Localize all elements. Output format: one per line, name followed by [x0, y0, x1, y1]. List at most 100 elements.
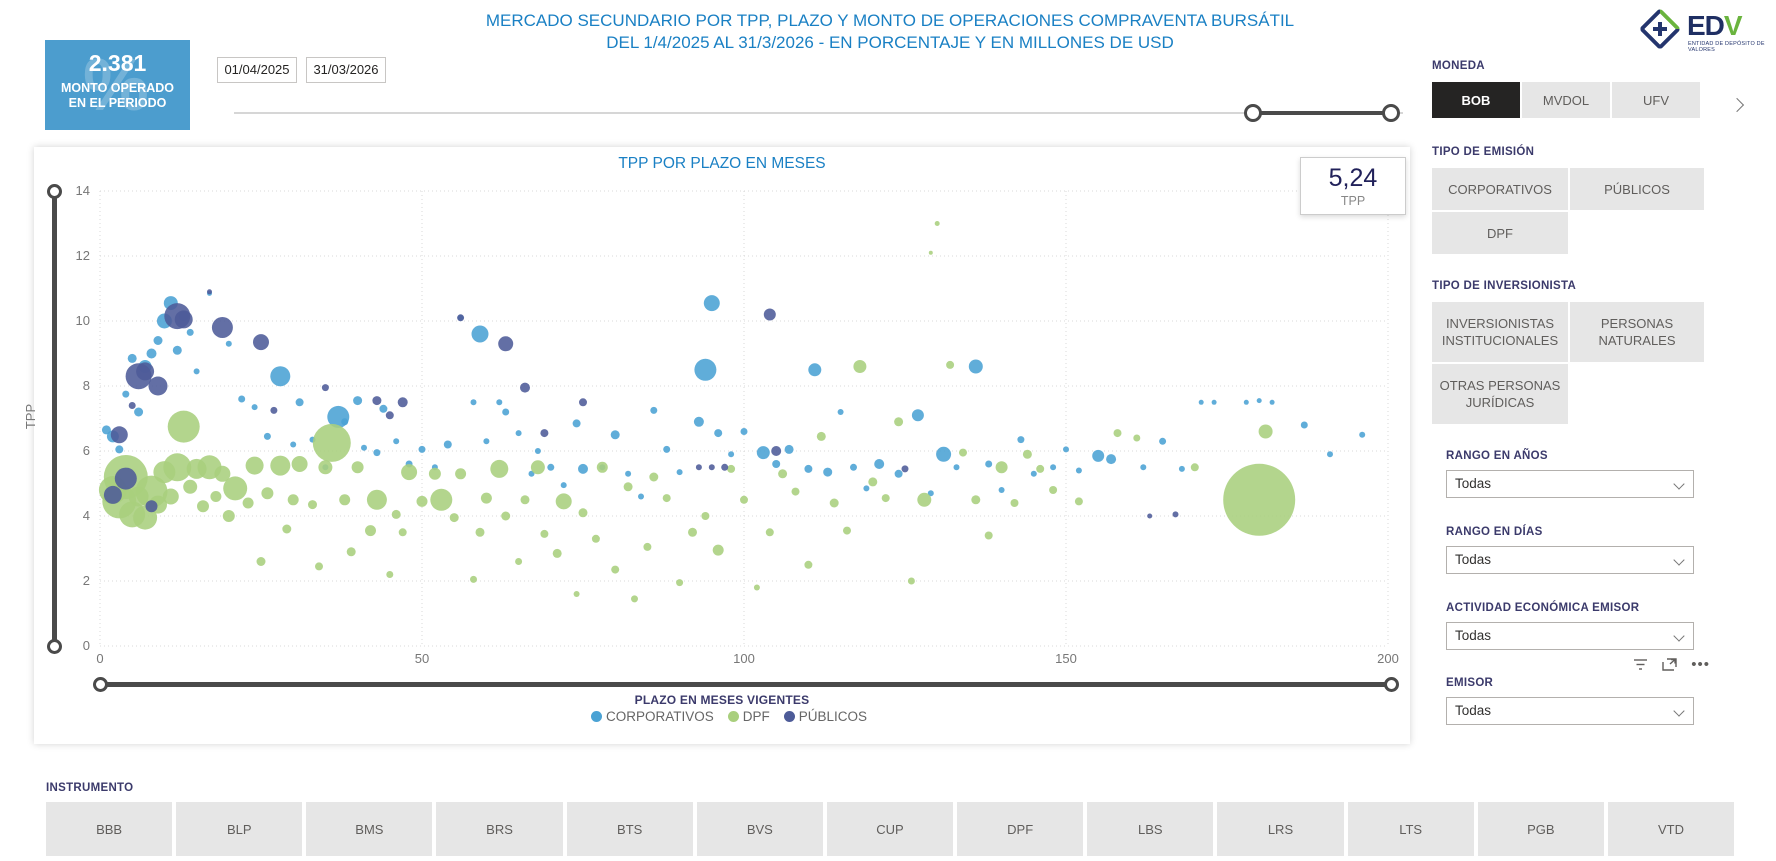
bubble-corporativos[interactable] [502, 408, 510, 416]
legend-label-corporativos[interactable]: CORPORATIVOS [605, 709, 714, 724]
moneda-option-bob[interactable]: BOB [1432, 82, 1520, 118]
bubble-dpf[interactable] [245, 456, 264, 475]
instrumento-option-pgb[interactable]: PGB [1477, 802, 1604, 856]
instrumento-option-blp[interactable]: BLP [176, 802, 303, 856]
bubble-dpf[interactable] [971, 495, 981, 505]
bubble-corporativos[interactable] [122, 390, 130, 398]
bubble-corporativos[interactable] [471, 325, 489, 343]
bubble-corporativos[interactable] [1017, 436, 1025, 444]
bubble-dpf[interactable] [688, 527, 697, 537]
bubble-publicos[interactable] [721, 463, 729, 471]
bubble-publicos[interactable] [253, 334, 269, 351]
bubble-corporativos[interactable] [703, 295, 720, 312]
bubble-corporativos[interactable] [772, 460, 781, 468]
bubble-dpf[interactable] [843, 526, 851, 535]
bubble-corporativos[interactable] [784, 444, 794, 454]
x-axis-range-slider[interactable] [104, 682, 1391, 687]
bubble-corporativos[interactable] [728, 451, 735, 458]
bubble-dpf[interactable] [578, 508, 588, 518]
bubble-publicos[interactable] [148, 376, 168, 396]
bubble-corporativos[interactable] [379, 404, 388, 413]
bubble-dpf[interactable] [959, 448, 967, 457]
bubble-corporativos[interactable] [361, 444, 367, 451]
more-options-icon[interactable]: ••• [1691, 655, 1710, 673]
bubble-corporativos[interactable] [808, 363, 822, 377]
bubble-corporativos[interactable] [1327, 451, 1333, 458]
bubble-corporativos[interactable] [547, 463, 555, 471]
bubble-dpf[interactable] [753, 584, 760, 591]
bubble-dpf[interactable] [416, 495, 428, 507]
bubble-dpf[interactable] [1113, 429, 1122, 438]
bubble-corporativos[interactable] [134, 407, 144, 417]
bubble-dpf[interactable] [162, 488, 179, 505]
bubble-dpf[interactable] [270, 455, 291, 476]
bubble-corporativos[interactable] [1159, 437, 1167, 445]
bubble-corporativos[interactable] [911, 409, 924, 422]
bubble-corporativos[interactable] [693, 416, 704, 427]
bubble-corporativos[interactable] [1243, 399, 1249, 405]
bubble-corporativos[interactable] [650, 406, 658, 414]
inversionista-option-otras-personas-juridicas[interactable]: OTRAS PERSONAS JURÍDICAS [1432, 364, 1568, 424]
actividad-economica-emisor-dropdown[interactable]: Todas [1446, 622, 1694, 650]
bubble-dpf[interactable] [480, 492, 492, 504]
bubble-corporativos[interactable] [638, 493, 644, 500]
date-range-slider-selection[interactable] [1253, 111, 1391, 115]
bubble-publicos[interactable] [397, 397, 408, 408]
bubble-publicos[interactable] [540, 429, 549, 438]
bubble-dpf[interactable] [623, 482, 633, 492]
bubble-dpf[interactable] [351, 461, 364, 474]
bubble-dpf[interactable] [287, 494, 299, 506]
bubble-publicos[interactable] [695, 464, 702, 471]
bubble-corporativos[interactable] [663, 445, 671, 453]
focus-mode-icon[interactable] [1662, 658, 1677, 671]
bubble-dpf[interactable] [242, 497, 254, 509]
bubble-dpf[interactable] [291, 456, 308, 472]
bubble-dpf[interactable] [1049, 486, 1058, 494]
bubble-dpf[interactable] [555, 493, 572, 510]
bubble-dpf[interactable] [829, 498, 839, 508]
bubble-corporativos[interactable] [837, 409, 844, 415]
bubble-corporativos[interactable] [863, 485, 870, 492]
instrumento-option-bts[interactable]: BTS [566, 802, 693, 856]
bubble-dpf[interactable] [1036, 464, 1045, 473]
date-range-slider-handle-right[interactable] [1382, 104, 1400, 122]
bubble-publicos[interactable] [385, 411, 394, 420]
bubble-dpf[interactable] [501, 511, 511, 521]
bubble-dpf[interactable] [765, 528, 774, 537]
date-start-input[interactable]: 01/04/2025 [217, 57, 297, 83]
bubble-corporativos[interactable] [1075, 467, 1082, 474]
bubble-publicos[interactable] [771, 446, 782, 456]
instrumento-option-dpf[interactable]: DPF [957, 802, 1084, 856]
moneda-option-mvdol[interactable]: MVDOL [1522, 82, 1610, 118]
y-axis-slider-handle-bottom[interactable] [47, 639, 62, 654]
bubble-publicos[interactable] [1172, 511, 1179, 518]
x-axis-slider-handle-right[interactable] [1384, 677, 1399, 692]
bubble-corporativos[interactable] [263, 432, 271, 440]
moneda-scroll-right-icon[interactable] [1729, 97, 1745, 113]
bubble-corporativos[interactable] [1269, 399, 1275, 405]
bubble-corporativos[interactable] [572, 419, 581, 428]
bubble-dpf[interactable] [917, 492, 932, 507]
bubble-dpf[interactable] [727, 464, 736, 473]
bubble-dpf[interactable] [984, 531, 993, 540]
inversionista-option-personas-naturales[interactable]: PERSONAS NATURALES [1570, 302, 1704, 362]
bubble-publicos[interactable] [270, 406, 278, 414]
bubble-corporativos[interactable] [1106, 454, 1117, 465]
y-axis-slider-handle-top[interactable] [47, 184, 62, 199]
legend-label-dpf[interactable]: DPF [742, 709, 770, 724]
bubble-dpf[interactable] [197, 500, 209, 513]
bubble-dpf[interactable] [894, 417, 904, 427]
emision-option-dpf[interactable]: DPF [1432, 212, 1568, 254]
bubble-publicos[interactable] [211, 317, 233, 338]
bubble-publicos[interactable] [457, 314, 465, 322]
bubble-dpf[interactable] [449, 513, 459, 523]
bubble-corporativos[interactable] [1211, 399, 1217, 405]
bubble-dpf[interactable] [853, 360, 867, 373]
bubble-corporativos[interactable] [290, 441, 297, 448]
bubble-corporativos[interactable] [172, 345, 182, 355]
bubble-dpf[interactable] [366, 489, 387, 510]
bubble-corporativos[interactable] [1359, 431, 1366, 438]
bubble-dpf[interactable] [662, 494, 671, 503]
bubble-dpf[interactable] [346, 547, 356, 557]
bubble-dpf[interactable] [282, 524, 292, 534]
